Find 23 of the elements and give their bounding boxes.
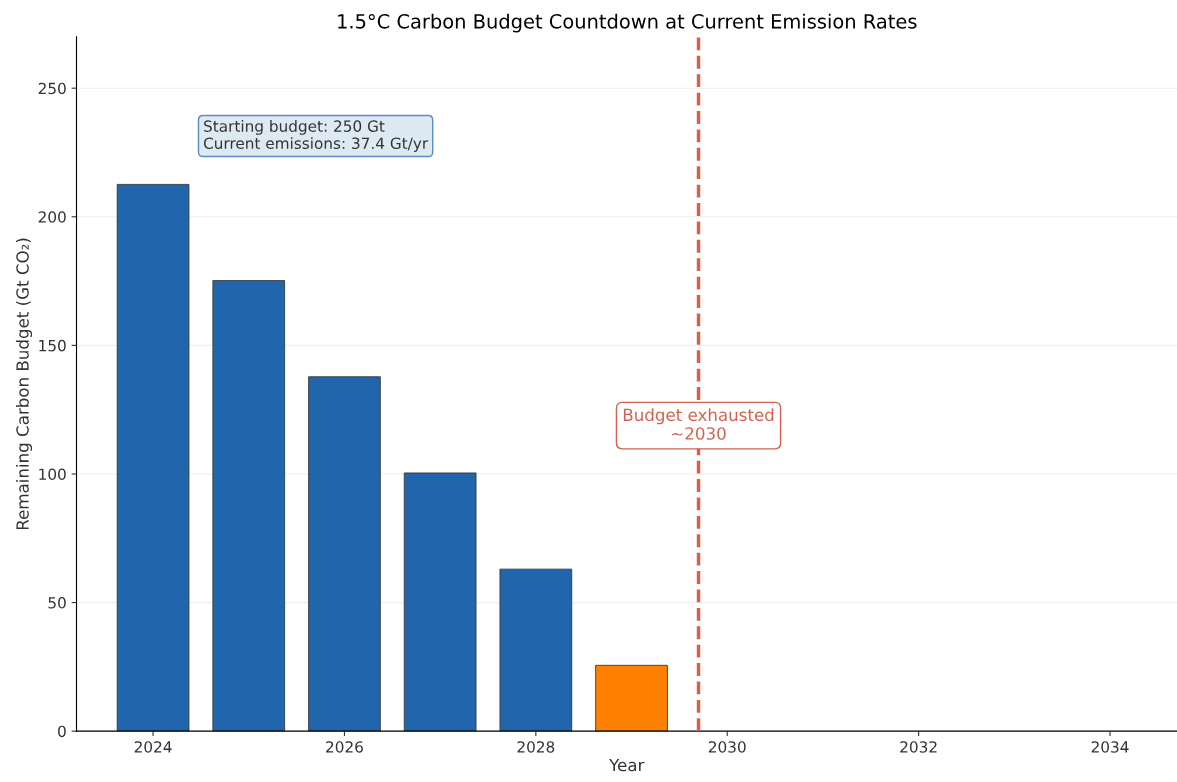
bar	[499, 568, 573, 732]
bar	[403, 472, 477, 732]
y-tick-label: 200	[38, 211, 66, 223]
x-tick-label: 2030	[708, 741, 746, 753]
y-tick-label: 50	[48, 597, 66, 609]
bar	[308, 376, 381, 732]
y-tick-label: 100	[39, 468, 66, 480]
y-tick-label: 250	[38, 82, 66, 95]
x-axis-title: Year	[609, 758, 645, 772]
x-tick-label: 2034	[1091, 741, 1129, 753]
y-axis-title: Remaining Carbon Budget (Gt CO₂)	[15, 238, 33, 530]
bar	[212, 280, 286, 732]
x-tick-label: 2032	[900, 741, 937, 753]
y-tick-label: 0	[58, 725, 66, 738]
x-tick-label: 2024	[134, 741, 172, 753]
y-tick-label: 150	[39, 339, 66, 352]
chart-title: 1.5°C Carbon Budget Countdown at Current Emission Rates	[338, 13, 917, 33]
ref-line-label: Budget exhausted ~2030	[623, 408, 774, 440]
bar	[116, 183, 190, 732]
x-tick-label: 2028	[517, 741, 555, 753]
bar	[595, 664, 668, 732]
x-tick-label: 2026	[326, 741, 363, 753]
annotation: Starting budget: 250 Gt Current emissions: 37.4 Gt/yr	[203, 120, 429, 152]
